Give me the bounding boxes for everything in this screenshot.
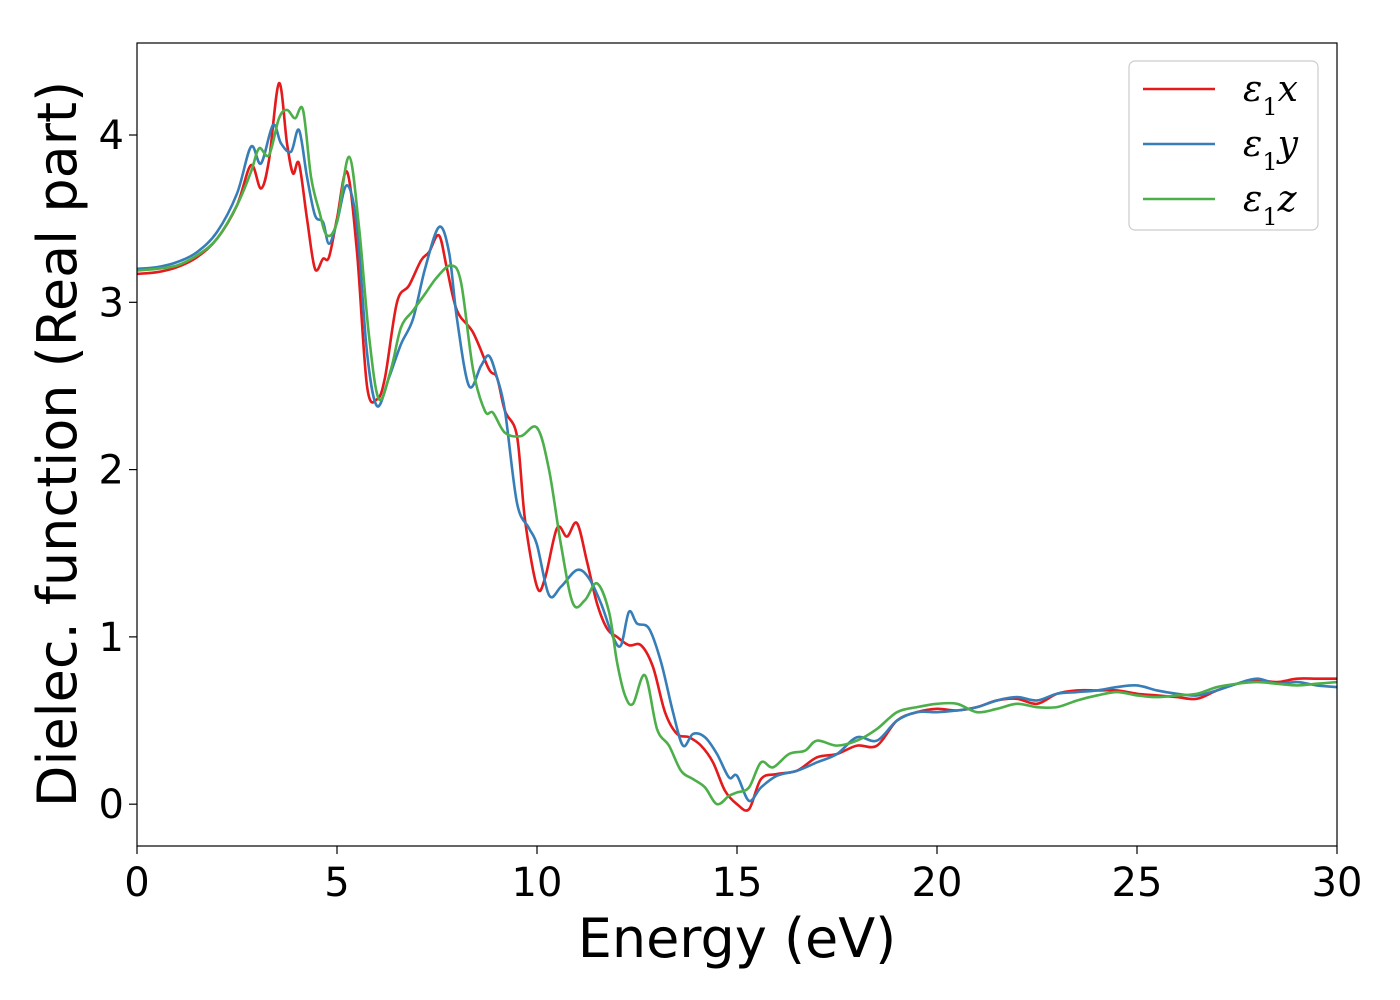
- legend-label-y: ε1y: [1243, 124, 1299, 176]
- y-tick-label: 1: [99, 615, 124, 661]
- legend-label-suffix: x: [1278, 69, 1298, 110]
- y-tick-label: 2: [99, 448, 124, 494]
- x-tick-label: 15: [712, 860, 763, 906]
- y-axis-title: Dielec. function (Real part): [26, 81, 89, 807]
- x-tick-label: 20: [912, 860, 963, 906]
- y-tick-label: 3: [99, 280, 124, 326]
- legend-label-x: ε1x: [1243, 69, 1298, 121]
- legend-label-subscript: 1: [1262, 148, 1277, 176]
- legend-label-suffix: y: [1276, 124, 1299, 165]
- series-line-z: [137, 105, 1337, 806]
- legend-label-z: ε1z: [1243, 179, 1298, 231]
- x-tick-label: 25: [1112, 860, 1163, 906]
- legend-label-base: ε: [1243, 179, 1262, 220]
- y-axis: 0 1 2 3 4: [99, 113, 137, 828]
- x-tick-label: 10: [512, 860, 563, 906]
- series-layer: [137, 81, 1337, 812]
- legend-label-subscript: 1: [1262, 203, 1277, 231]
- legend-label-suffix: z: [1277, 179, 1298, 220]
- x-tick-label: 0: [124, 860, 149, 906]
- legend-label-subscript: 1: [1262, 93, 1277, 121]
- legend-label-base: ε: [1243, 124, 1262, 165]
- x-axis-title: Energy (eV): [578, 907, 897, 970]
- y-tick-label: 4: [99, 113, 124, 159]
- x-tick-label: 5: [324, 860, 349, 906]
- legend-box: [1128, 60, 1319, 231]
- x-tick-label: 30: [1312, 860, 1363, 906]
- y-tick-label: 0: [99, 782, 124, 828]
- x-axis: 0 5 10 15 20 25 30: [124, 846, 1362, 906]
- legend-label-base: ε: [1243, 69, 1262, 110]
